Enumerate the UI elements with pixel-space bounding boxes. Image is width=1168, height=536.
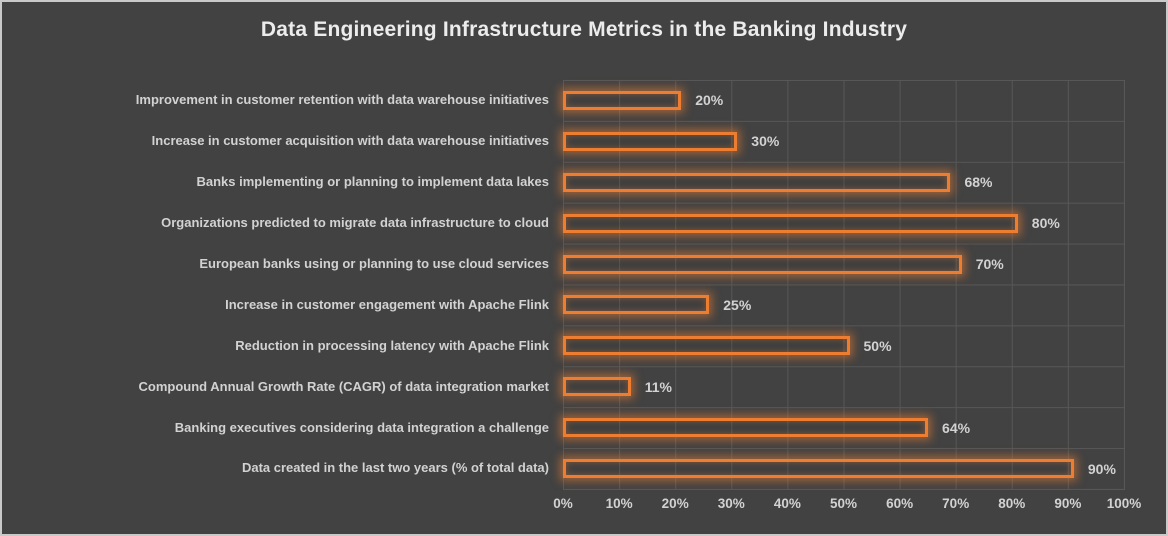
bar-rows: 20% 30% 68% 80% 70% 25% 50% 11% 64% 90% [563,80,1124,489]
bar [563,418,929,438]
plot-area: 20% 30% 68% 80% 70% 25% 50% 11% 64% 90% [563,80,1125,490]
x-tick: 60% [886,496,914,511]
x-tick: 10% [605,496,633,511]
x-tick: 90% [1054,496,1082,511]
bar [563,295,710,315]
bar-value-label: 64% [942,419,971,436]
bar-value-label: 25% [723,296,752,313]
category-label: Compound Annual Growth Rate (CAGR) of da… [138,378,549,394]
bar [563,254,962,274]
x-tick: 20% [661,496,689,511]
bar [563,459,1074,479]
bar-value-label: 20% [695,92,724,109]
x-tick: 30% [717,496,745,511]
bar-value-label: 70% [975,256,1004,273]
bar [563,336,850,356]
bar-value-label: 68% [964,174,993,191]
bar [563,90,682,110]
category-label: Banking executives considering data inte… [174,419,549,435]
bar [563,131,738,151]
bar-row: 64% [563,407,1124,448]
x-tick: 40% [773,496,801,511]
bar-row: 90% [563,448,1124,489]
category-labels: Improvement in customer retention with d… [8,80,549,489]
category-label: Improvement in customer retention with d… [135,92,549,108]
bar [563,377,631,397]
bar-row: 68% [563,162,1124,203]
x-tick: 80% [998,496,1026,511]
category-label: Increase in customer acquisition with da… [151,133,549,149]
bar-value-label: 50% [863,337,892,354]
bar-row: 80% [563,203,1124,244]
x-tick: 50% [829,496,858,511]
bar [563,172,951,192]
bar-value-label: 11% [644,378,672,395]
bar-value-label: 80% [1031,215,1060,232]
bar-row: 25% [563,285,1124,326]
bar [563,213,1018,233]
x-tick: 70% [942,496,970,511]
category-label: Organizations predicted to migrate data … [161,215,549,231]
category-label: Increase in customer engagement with Apa… [225,296,549,312]
category-label: Banks implementing or planning to implem… [196,174,549,190]
bar-row: 11% [563,366,1124,407]
bar-row: 50% [563,325,1124,366]
x-tick: 0% [553,496,573,511]
bar-row: 30% [563,121,1124,162]
category-label: Reduction in processing latency with Apa… [235,337,549,353]
category-label: Data created in the last two years (% of… [241,460,549,476]
bar-value-label: 90% [1087,460,1116,477]
bar-row: 70% [563,244,1124,285]
bar-value-label: 30% [751,133,780,150]
x-tick: 100% [1106,496,1142,511]
x-axis: 0% 10% 20% 30% 40% 50% 60% 70% 80% 90% 100% [553,496,1141,522]
bar-row: 20% [563,80,1124,121]
category-label: European banks using or planning to use … [199,255,549,271]
chart-title: Data Engineering Infrastructure Metrics … [260,18,908,41]
